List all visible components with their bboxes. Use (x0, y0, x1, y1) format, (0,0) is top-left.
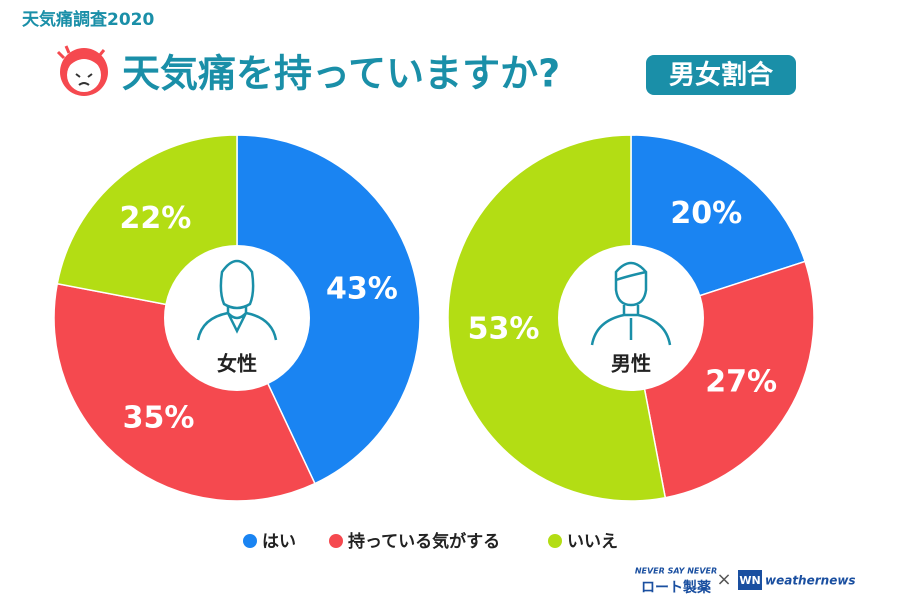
legend: はい 持っている気がする いいえ (243, 531, 618, 552)
value-label: 22% (120, 201, 192, 236)
subtitle: 天気痛調査2020 (22, 9, 154, 30)
pies: 43% 35% 22% 女性 20% 27% 53% 男性 (53, 134, 815, 502)
value-label: 43% (326, 272, 398, 307)
logo-mark: WN (739, 574, 760, 587)
footer: NEVER SAY NEVER ロート製薬 × WN weathernews (635, 567, 856, 597)
legend-swatch (548, 534, 562, 548)
male-icon (590, 261, 672, 346)
badge-text: 男女割合 (669, 60, 774, 91)
title: 天気痛を持っていますか? (122, 52, 560, 96)
slogan: NEVER SAY NEVER (635, 567, 717, 576)
pie-slice (53, 282, 316, 502)
face-icon (56, 45, 108, 96)
value-label: 27% (705, 365, 777, 400)
female-icon (196, 259, 278, 341)
value-label: 53% (468, 312, 540, 347)
legend-label: いいえ (567, 532, 618, 552)
legend-swatch (243, 534, 257, 548)
pie-slice (447, 134, 667, 502)
partner: weathernews (765, 574, 856, 588)
separator: × (716, 569, 731, 590)
value-label: 20% (670, 196, 742, 231)
pie-title: 男性 (611, 352, 651, 376)
legend-label: 持っている気がする (348, 531, 500, 552)
pie-slice (236, 134, 421, 485)
legend-swatch (329, 534, 343, 548)
value-label: 35% (123, 401, 195, 436)
logo-box (738, 570, 762, 590)
badge (646, 55, 796, 95)
brand: ロート製薬 (641, 579, 711, 596)
legend-label: はい (262, 532, 296, 552)
pie-title: 女性 (217, 352, 257, 376)
